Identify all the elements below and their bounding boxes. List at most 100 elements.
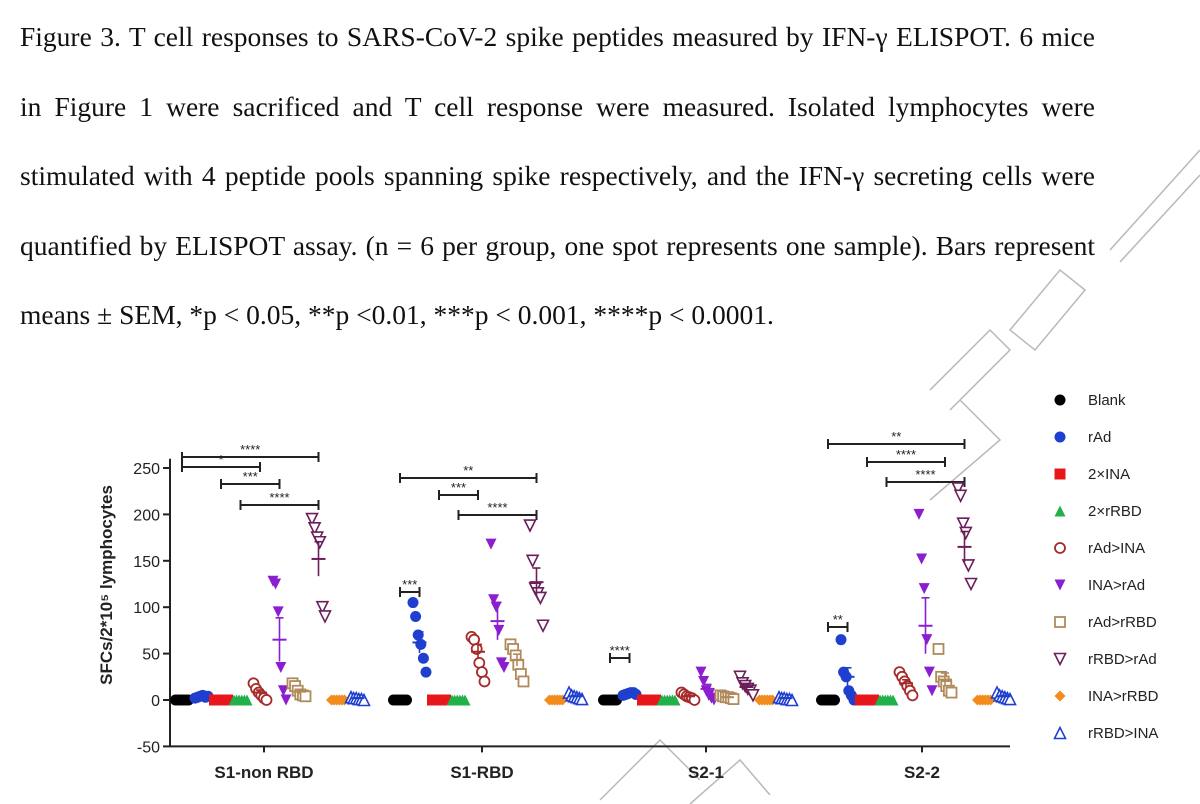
- data-point: [407, 597, 419, 609]
- significance-label: ***: [243, 469, 258, 484]
- figure-label: Figure 3.: [20, 21, 121, 52]
- data-point: [1003, 691, 1017, 706]
- y-axis-label: SFCs/2*10⁵ lymphocytes: [97, 485, 116, 685]
- data-point: [523, 519, 537, 533]
- data-point: [835, 634, 847, 646]
- legend-marker: [1054, 616, 1066, 628]
- y-tick-label: 50: [142, 647, 160, 664]
- data-point: [923, 666, 935, 678]
- data-point: [953, 489, 968, 504]
- data-point: [417, 652, 429, 664]
- significance-label: **: [891, 429, 901, 444]
- legend-marker: [1054, 690, 1066, 702]
- data-point: [478, 675, 491, 688]
- y-tick-label: 150: [133, 554, 160, 571]
- y-tick-label: 0: [151, 693, 160, 710]
- figure-caption: Figure 3. T cell responses to SARS-CoV-2…: [20, 2, 1095, 350]
- y-tick-label: -50: [137, 739, 160, 756]
- legend-marker: [1054, 468, 1066, 480]
- data-point: [277, 685, 289, 697]
- legend-label: rRBD>rAd: [1088, 651, 1157, 668]
- data-point: [488, 594, 500, 606]
- legend-label: 2×INA: [1088, 466, 1130, 483]
- data-point: [918, 583, 930, 595]
- data-point: [280, 694, 292, 706]
- significance-label: **: [463, 463, 473, 478]
- data-point: [932, 643, 945, 655]
- legend-label: rAd: [1088, 429, 1111, 446]
- data-point: [536, 619, 550, 634]
- legend-label: INA>rAd: [1088, 577, 1145, 594]
- data-point: [410, 610, 422, 622]
- data-point: [959, 526, 973, 541]
- data-point: [299, 690, 312, 703]
- legend-label: INA>rRBD: [1088, 688, 1159, 705]
- data-point: [746, 689, 760, 703]
- data-point: [733, 670, 747, 685]
- data-point: [260, 694, 273, 706]
- data-point: [916, 553, 928, 565]
- data-point: [913, 508, 925, 520]
- data-point: [357, 692, 371, 707]
- data-point: [420, 666, 432, 678]
- data-point: [785, 692, 799, 707]
- caption-text: T cell responses to SARS-CoV-2 spike pep…: [20, 21, 1095, 330]
- data-point: [961, 559, 976, 573]
- data-point: [493, 624, 505, 636]
- significance-label: ***: [402, 577, 417, 592]
- significance-label: ****: [915, 467, 935, 482]
- data-point: [926, 685, 938, 697]
- y-tick-label: 250: [133, 461, 160, 478]
- data-point: [307, 522, 322, 536]
- data-point: [517, 675, 530, 688]
- x-category-label: S1-non RBD: [214, 763, 313, 782]
- data-point: [305, 512, 319, 527]
- y-tick-label: 100: [133, 600, 160, 617]
- data-point: [498, 662, 510, 674]
- data-point: [906, 689, 919, 702]
- x-category-label: S2-1: [688, 763, 724, 782]
- data-point: [956, 517, 970, 531]
- data-point: [575, 691, 589, 706]
- significance-label: ****: [240, 442, 260, 457]
- data-point: [318, 610, 332, 624]
- legend-marker: [1053, 652, 1067, 667]
- data-point: [485, 538, 497, 550]
- data-point: [275, 662, 287, 674]
- legend-marker: [1053, 725, 1067, 740]
- significance-label: ****: [487, 500, 507, 515]
- data-point: [695, 666, 707, 678]
- legend-label: rRBD>INA: [1088, 725, 1158, 742]
- legend-marker: [1054, 579, 1066, 591]
- data-point: [315, 600, 330, 615]
- data-point: [951, 482, 965, 496]
- data-point: [921, 634, 933, 646]
- legend-marker: [1054, 505, 1066, 517]
- significance-label: **: [833, 612, 843, 627]
- data-point: [964, 577, 978, 592]
- legend-marker: [1054, 431, 1066, 443]
- legend-label: 2×rRBD: [1088, 503, 1142, 520]
- legend-marker: [1054, 394, 1066, 406]
- x-category-label: S1-RBD: [450, 763, 513, 782]
- significance-label: ****: [896, 447, 916, 462]
- significance-label: ***: [451, 480, 466, 495]
- data-point: [688, 694, 701, 706]
- legend-marker: [1054, 542, 1066, 554]
- data-point: [945, 686, 958, 699]
- legend-label: rAd>rRBD: [1088, 614, 1157, 631]
- y-tick-label: 200: [133, 507, 160, 524]
- significance-label: ****: [269, 490, 289, 505]
- data-point: [727, 693, 740, 705]
- legend-label: Blank: [1088, 392, 1126, 409]
- data-point: [270, 578, 282, 590]
- data-point: [272, 606, 284, 618]
- data-point: [698, 675, 710, 687]
- significance-label: *: [218, 452, 223, 467]
- legend-label: rAd>INA: [1088, 540, 1145, 557]
- data-point: [533, 591, 548, 606]
- data-point: [490, 601, 502, 613]
- data-point: [525, 554, 540, 569]
- x-category-label: S2-2: [904, 763, 940, 782]
